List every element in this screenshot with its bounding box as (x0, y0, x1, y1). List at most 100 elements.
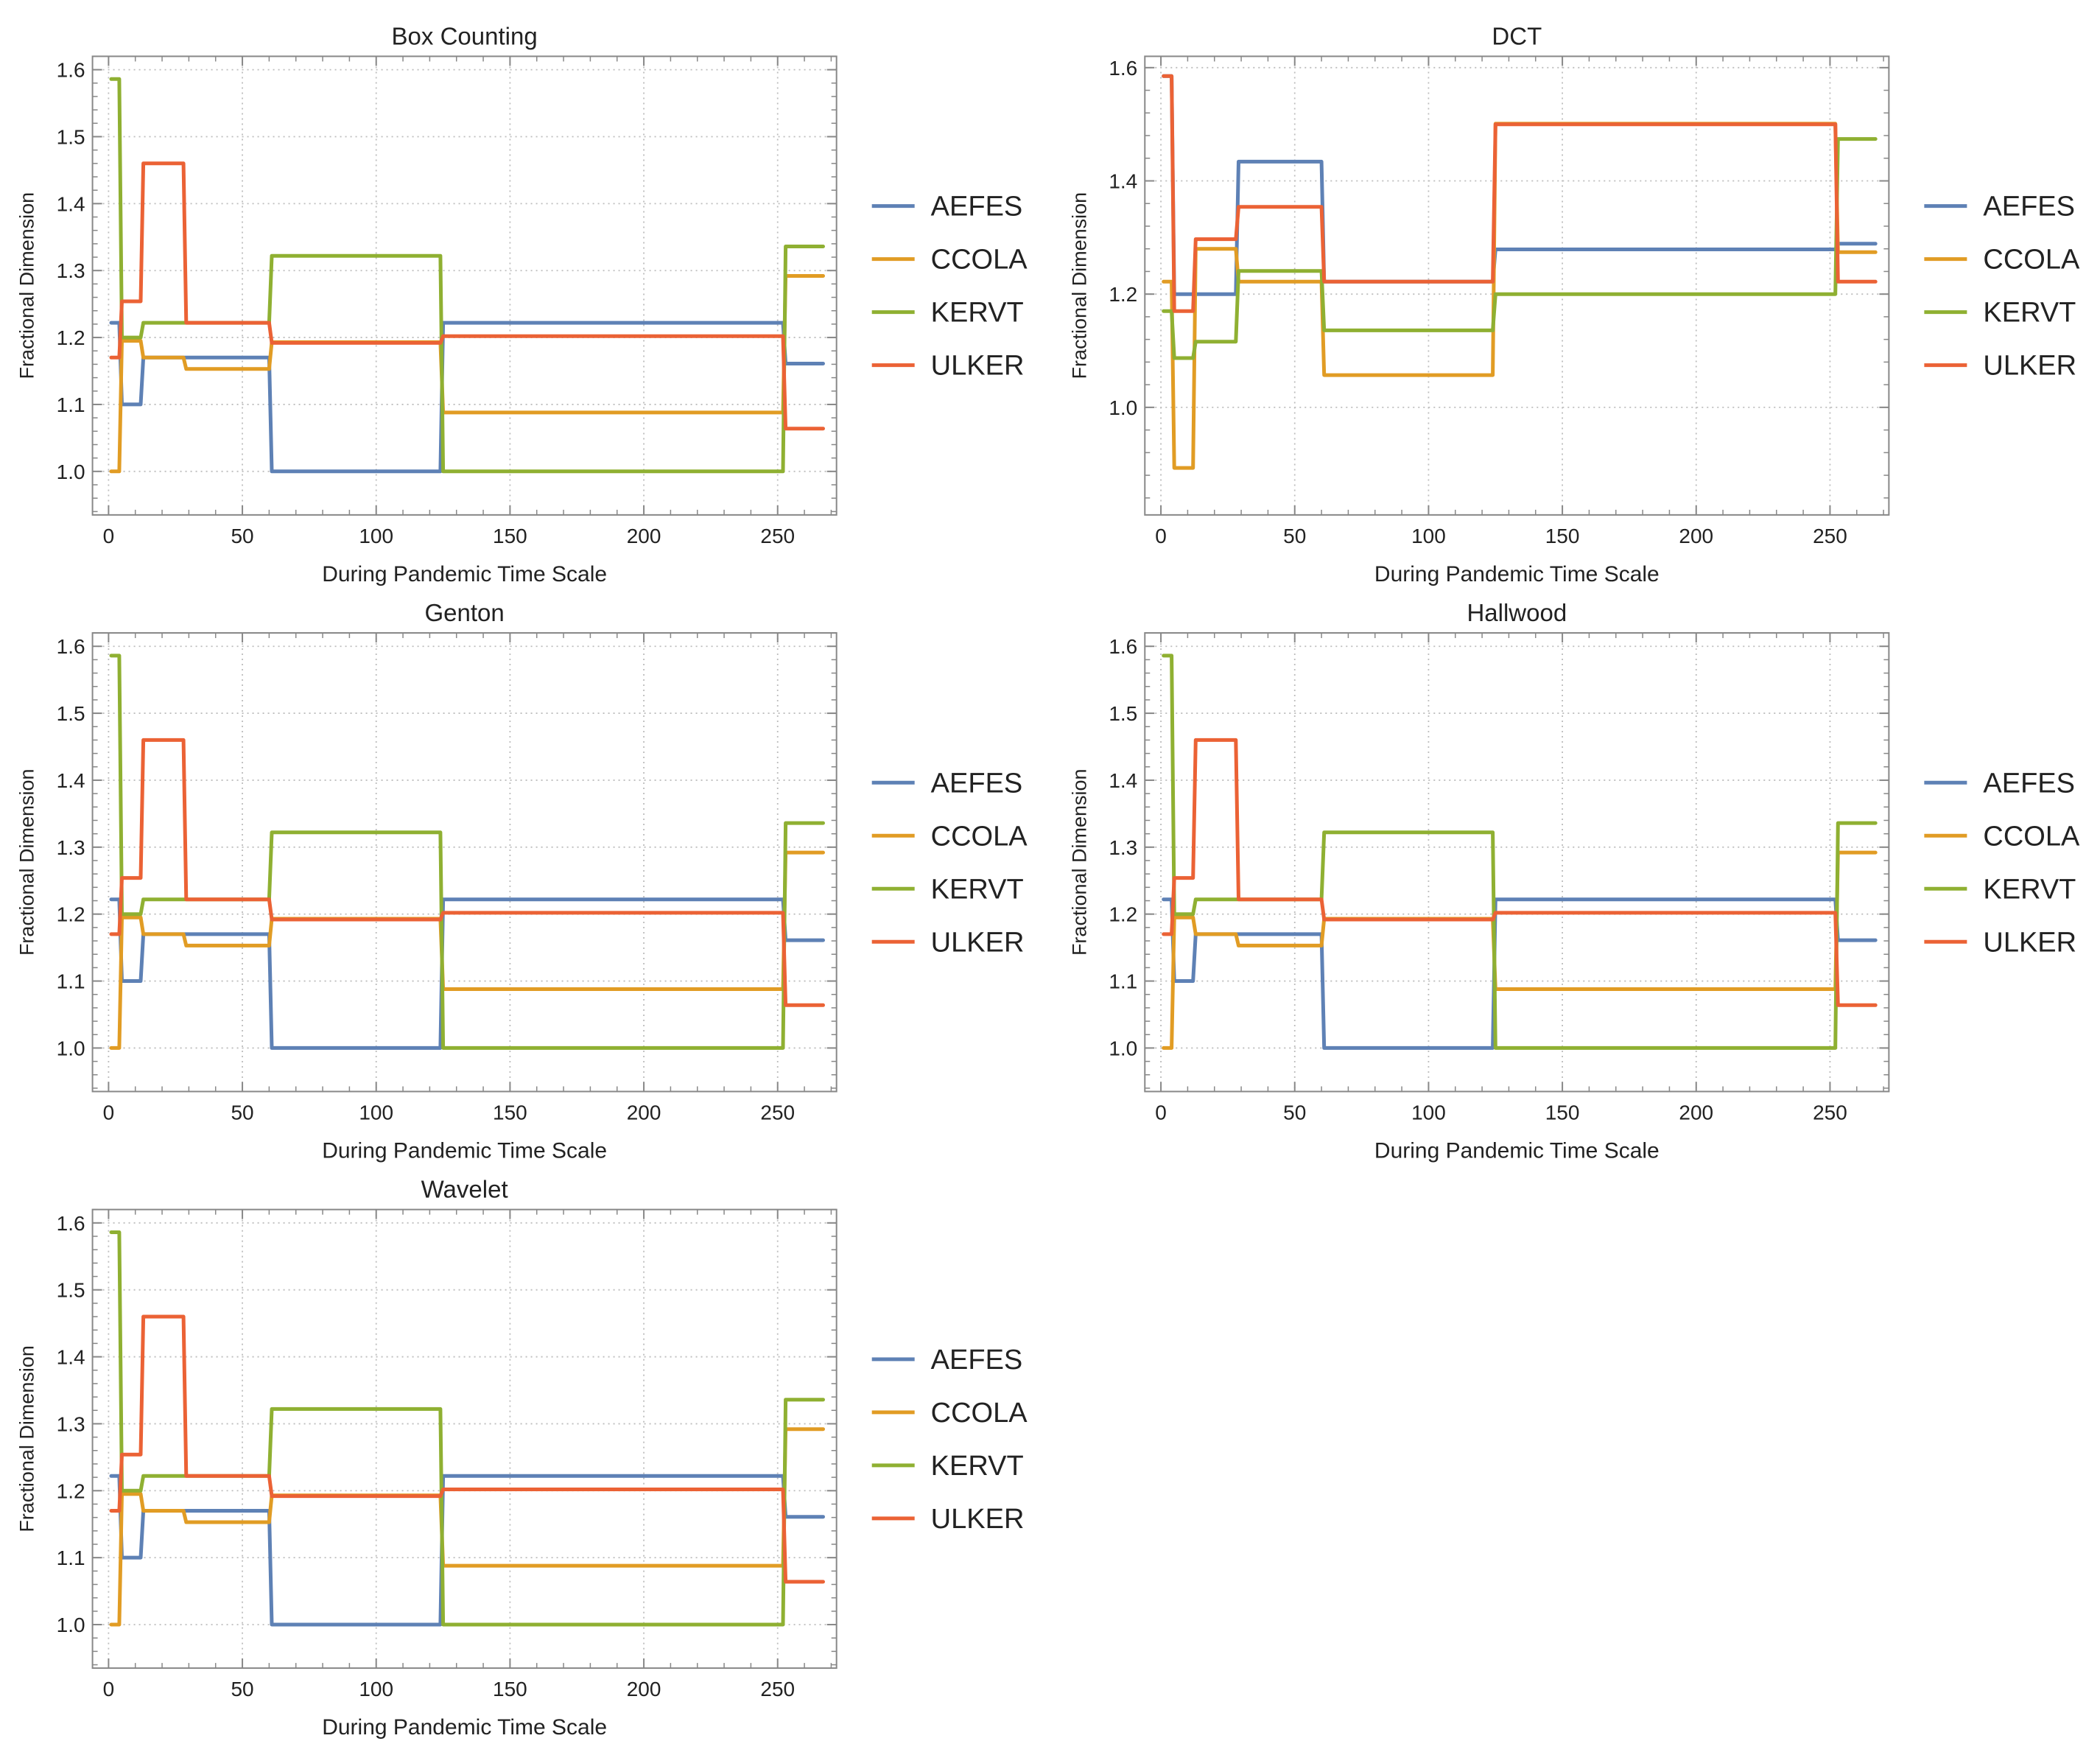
legend-label-ulker: ULKER (931, 351, 1025, 382)
legend-label-ccola: CCOLA (1983, 245, 2080, 276)
series-lines (1162, 654, 1878, 1050)
legend: AEFES CCOLA KERVT ULKER (1924, 192, 2080, 382)
x-tick-label: 200 (1679, 1101, 1713, 1124)
minor-ticks (92, 1208, 837, 1669)
x-tick-label: 100 (1411, 1101, 1446, 1124)
x-tick-label: 250 (1813, 1101, 1847, 1124)
y-tick-label: 1.6 (57, 59, 85, 82)
y-tick-label: 1.2 (57, 903, 85, 926)
chart-panel: 0 50 100 150 200 250 1.0 1.2 1.4 1.6 DCT During Pan… (1068, 22, 2080, 586)
x-tick-label: 0 (1155, 1101, 1167, 1124)
x-tick-label: 100 (359, 1101, 393, 1124)
y-tick-label: 1.2 (1109, 283, 1137, 306)
plot-area (92, 56, 837, 515)
x-tick-label: 0 (103, 525, 115, 547)
x-tick-label: 0 (1155, 525, 1167, 547)
x-tick-label: 100 (359, 525, 393, 547)
y-tick-label: 1.5 (57, 125, 85, 148)
y-axis-label: Fractional Dimension (16, 1345, 38, 1532)
x-tick-label: 150 (493, 1678, 527, 1700)
y-axis-label: Fractional Dimension (1068, 768, 1090, 956)
plot-frame (91, 55, 837, 516)
legend: AEFES CCOLA KERVT ULKER (871, 192, 1028, 382)
series-line-ccola (109, 850, 825, 1050)
y-axis-label: Fractional Dimension (16, 192, 38, 379)
y-tick-label: 1.3 (1109, 836, 1137, 859)
series-line-kervt (109, 1230, 825, 1627)
y-tick-label: 1.0 (1109, 1037, 1137, 1059)
plot-area (92, 1209, 837, 1669)
x-axis-label: During Pandemic Time Scale (322, 562, 607, 586)
y-tick-label: 1.4 (1109, 769, 1137, 792)
x-tick-label: 250 (1813, 525, 1847, 547)
legend-label-kervt: KERVT (1983, 874, 2076, 905)
y-tick-label: 1.4 (57, 769, 85, 792)
legend-label-kervt: KERVT (931, 298, 1024, 329)
y-tick-label: 1.4 (1109, 169, 1137, 192)
legend-label-aefes: AEFES (1983, 768, 2075, 799)
x-tick-label: 150 (493, 525, 527, 547)
series-line-ulker (109, 738, 825, 1007)
x-axis-label: During Pandemic Time Scale (322, 1715, 607, 1740)
x-tick-label: 200 (627, 1101, 661, 1124)
legend-label-aefes: AEFES (931, 768, 1023, 799)
legend: AEFES CCOLA KERVT ULKER (871, 768, 1028, 958)
x-tick-label: 200 (627, 525, 661, 547)
legend-label-kervt: KERVT (931, 874, 1024, 905)
x-tick-label: 150 (1545, 525, 1580, 547)
y-tick-label: 1.0 (1109, 396, 1137, 419)
x-tick-label: 150 (1545, 1101, 1580, 1124)
legend-label-ulker: ULKER (931, 927, 1025, 958)
series-line-ulker (109, 1314, 825, 1584)
chart-panel: 0 50 100 150 200 250 1.0 1.1 1.2 1.3 1.4 1.5 1.6 Box … (16, 22, 1028, 586)
y-tick-label: 1.2 (57, 1479, 85, 1502)
minor-ticks (92, 632, 837, 1092)
x-tick-label: 50 (231, 1678, 253, 1700)
y-axis-label: Fractional Dimension (16, 768, 38, 956)
series-line-kervt (1162, 137, 1878, 360)
y-tick-label: 1.3 (57, 259, 85, 282)
x-tick-label: 150 (493, 1101, 527, 1124)
series-line-ccola (109, 1427, 825, 1627)
legend-label-ulker: ULKER (931, 1504, 1025, 1535)
legend-label-ulker: ULKER (1983, 351, 2076, 382)
y-tick-label: 1.4 (57, 1346, 85, 1369)
legend-label-aefes: AEFES (1983, 192, 2075, 223)
x-axis-label: During Pandemic Time Scale (322, 1138, 607, 1163)
series-lines (109, 654, 825, 1050)
x-tick-label: 100 (1411, 525, 1446, 547)
y-tick-label: 1.0 (57, 460, 85, 483)
x-tick-label: 50 (231, 525, 253, 547)
y-tick-label: 1.6 (57, 635, 85, 658)
series-line-ccola (109, 274, 825, 474)
x-tick-label: 50 (1283, 1101, 1306, 1124)
x-axis-label: During Pandemic Time Scale (1374, 562, 1660, 586)
series-lines (109, 1230, 825, 1627)
gridlines (92, 56, 837, 515)
plot-frame (1144, 632, 1890, 1093)
chart-panel: 0 50 100 150 200 250 1.0 1.1 1.2 1.3 1.4 1.5 1.6 Wave… (16, 1176, 1028, 1740)
x-tick-label: 250 (760, 1101, 795, 1124)
y-tick-label: 1.2 (1109, 903, 1137, 926)
y-tick-label: 1.0 (57, 1614, 85, 1636)
series-line-kervt (109, 654, 825, 1050)
x-tick-label: 100 (359, 1678, 393, 1700)
y-tick-label: 1.5 (57, 702, 85, 725)
series-line-ulker (109, 161, 825, 431)
legend-label-ulker: ULKER (1983, 927, 2076, 958)
legend-label-ccola: CCOLA (1983, 821, 2080, 852)
x-tick-label: 250 (760, 525, 795, 547)
y-axis-label: Fractional Dimension (1068, 192, 1090, 379)
x-tick-label: 250 (760, 1678, 795, 1700)
legend: AEFES CCOLA KERVT ULKER (871, 1345, 1028, 1535)
y-tick-label: 1.3 (57, 836, 85, 859)
y-tick-label: 1.2 (57, 326, 85, 349)
plot-frame (1144, 55, 1890, 516)
chart-title: Genton (425, 599, 505, 626)
chart-panel: 0 50 100 150 200 250 1.0 1.1 1.2 1.3 1.4 1.5 1.6 Gent… (16, 599, 1028, 1163)
series-line-kervt (109, 77, 825, 474)
legend-label-ccola: CCOLA (931, 1398, 1028, 1429)
x-tick-label: 50 (1283, 525, 1306, 547)
plot-area (92, 633, 837, 1092)
x-axis-label: During Pandemic Time Scale (1374, 1138, 1660, 1163)
